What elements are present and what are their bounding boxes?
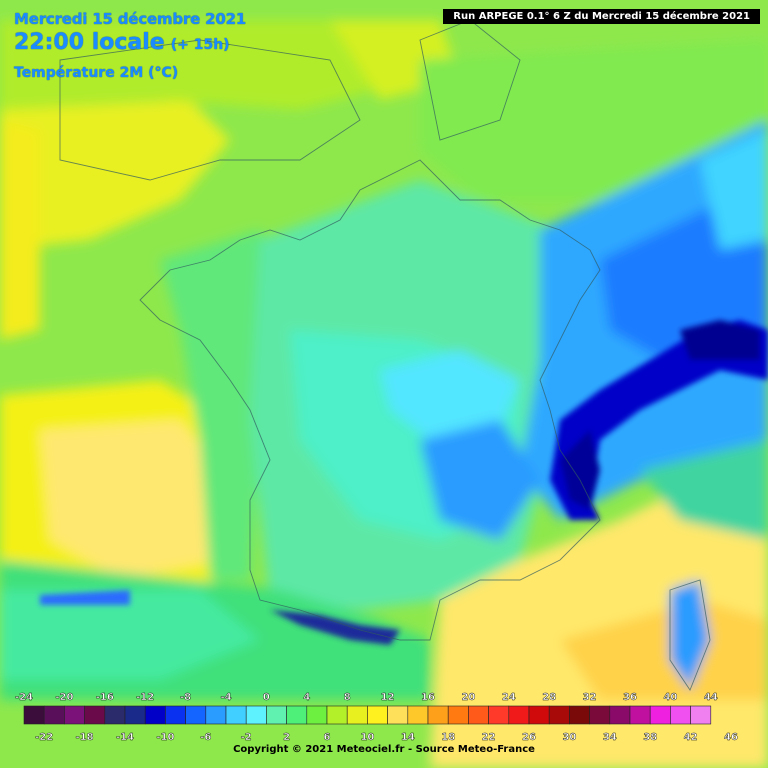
legend-label-bottom: 38 xyxy=(643,732,657,743)
legend-swatch xyxy=(508,705,530,725)
legend-label-top: -20 xyxy=(55,692,73,703)
legend-swatch xyxy=(407,705,429,725)
title-block: Mercredi 15 décembre 2021 22:00 locale (+… xyxy=(14,10,246,81)
legend-swatch xyxy=(245,705,267,725)
legend-swatch xyxy=(286,705,308,725)
legend-label-bottom: -2 xyxy=(241,732,252,743)
legend-swatch xyxy=(23,705,45,725)
legend-label-top: 40 xyxy=(663,692,677,703)
legend-swatch xyxy=(225,705,247,725)
copyright: Copyright © 2021 Meteociel.fr - Source M… xyxy=(233,744,535,755)
legend-swatch xyxy=(589,705,611,725)
legend-label-top: -16 xyxy=(96,692,114,703)
legend-swatch xyxy=(690,705,712,725)
legend-swatch xyxy=(326,705,348,725)
legend-label-bottom: -10 xyxy=(156,732,174,743)
legend-label-top: -4 xyxy=(220,692,231,703)
legend-label-top: 4 xyxy=(303,692,310,703)
legend-label-bottom: 42 xyxy=(684,732,698,743)
legend-label-top: 8 xyxy=(344,692,351,703)
variable-label: Température 2M (°C) xyxy=(14,65,179,81)
legend-swatch xyxy=(124,705,146,725)
legend-swatch xyxy=(387,705,409,725)
legend-swatch xyxy=(306,705,328,725)
forecast-lead: (+ 15h) xyxy=(170,37,230,53)
legend-label-bottom: 14 xyxy=(401,732,415,743)
legend-label-bottom: 2 xyxy=(283,732,290,743)
legend-label-top: 44 xyxy=(704,692,718,703)
forecast-date: Mercredi 15 décembre 2021 xyxy=(14,10,247,28)
legend-swatch xyxy=(649,705,671,725)
legend-label-bottom: -22 xyxy=(35,732,53,743)
legend-label-top: 36 xyxy=(623,692,637,703)
legend-swatch xyxy=(84,705,106,725)
forecast-time: 22:00 locale (+ 15h) xyxy=(14,30,246,55)
legend-swatch xyxy=(185,705,207,725)
legend-swatch xyxy=(548,705,570,725)
legend-label-bottom: 18 xyxy=(441,732,455,743)
legend-swatches xyxy=(23,705,712,725)
legend-swatch xyxy=(528,705,550,725)
legend-label-bottom: 26 xyxy=(522,732,536,743)
legend-label-bottom: 34 xyxy=(603,732,617,743)
legend-swatch xyxy=(266,705,287,725)
legend-swatch xyxy=(104,705,126,725)
legend-swatch xyxy=(144,705,166,725)
legend-label-bottom: -14 xyxy=(116,732,134,743)
legend-label-bottom: 22 xyxy=(482,732,496,743)
legend-swatch xyxy=(447,705,469,725)
legend-label-top: 28 xyxy=(542,692,556,703)
run-info: Run ARPEGE 0.1° 6 Z du Mercredi 15 décem… xyxy=(443,9,760,24)
legend-label-bottom: 30 xyxy=(562,732,576,743)
legend-label-top: -12 xyxy=(136,692,154,703)
legend-swatch xyxy=(609,705,631,725)
legend-label-bottom: 46 xyxy=(724,732,738,743)
legend-swatch xyxy=(367,705,388,725)
legend-swatch xyxy=(43,705,65,725)
legend-swatch xyxy=(629,705,651,725)
legend-label-top: -24 xyxy=(15,692,33,703)
color-legend: -24 -20 -16 -12 -8 -4 0 4 8 12 16 20 24 28 32 36 40 44 -2… xyxy=(15,692,738,743)
legend-swatch xyxy=(64,705,85,725)
legend-swatch xyxy=(165,705,186,725)
legend-swatch xyxy=(346,705,368,725)
legend-label-top: 12 xyxy=(381,692,395,703)
legend-swatch xyxy=(569,705,590,725)
legend-label-bottom: 10 xyxy=(360,732,374,743)
legend-label-bottom: 6 xyxy=(324,732,331,743)
legend-label-top: 32 xyxy=(583,692,597,703)
legend-label-top: 20 xyxy=(461,692,475,703)
legend-swatch xyxy=(205,705,227,725)
legend-swatch xyxy=(427,705,449,725)
legend-top-labels: -24 -20 -16 -12 -8 -4 0 4 8 12 16 20 24 28 32 36 40 44 xyxy=(15,692,718,703)
legend-bottom-labels: -22 -18 -14 -10 -6 -2 2 6 10 14 18 22 26 30 34 38 42 46 xyxy=(35,732,738,743)
legend-label-top: 24 xyxy=(502,692,516,703)
legend-label-top: -8 xyxy=(180,692,191,703)
legend-label-top: 0 xyxy=(263,692,270,703)
legend-label-bottom: -6 xyxy=(200,732,211,743)
legend-label-top: 16 xyxy=(421,692,435,703)
legend-swatch xyxy=(670,705,691,725)
legend-label-bottom: -18 xyxy=(76,732,94,743)
legend-swatch xyxy=(468,705,489,725)
legend-swatch xyxy=(488,705,510,725)
forecast-time-value: 22:00 locale xyxy=(14,30,165,55)
